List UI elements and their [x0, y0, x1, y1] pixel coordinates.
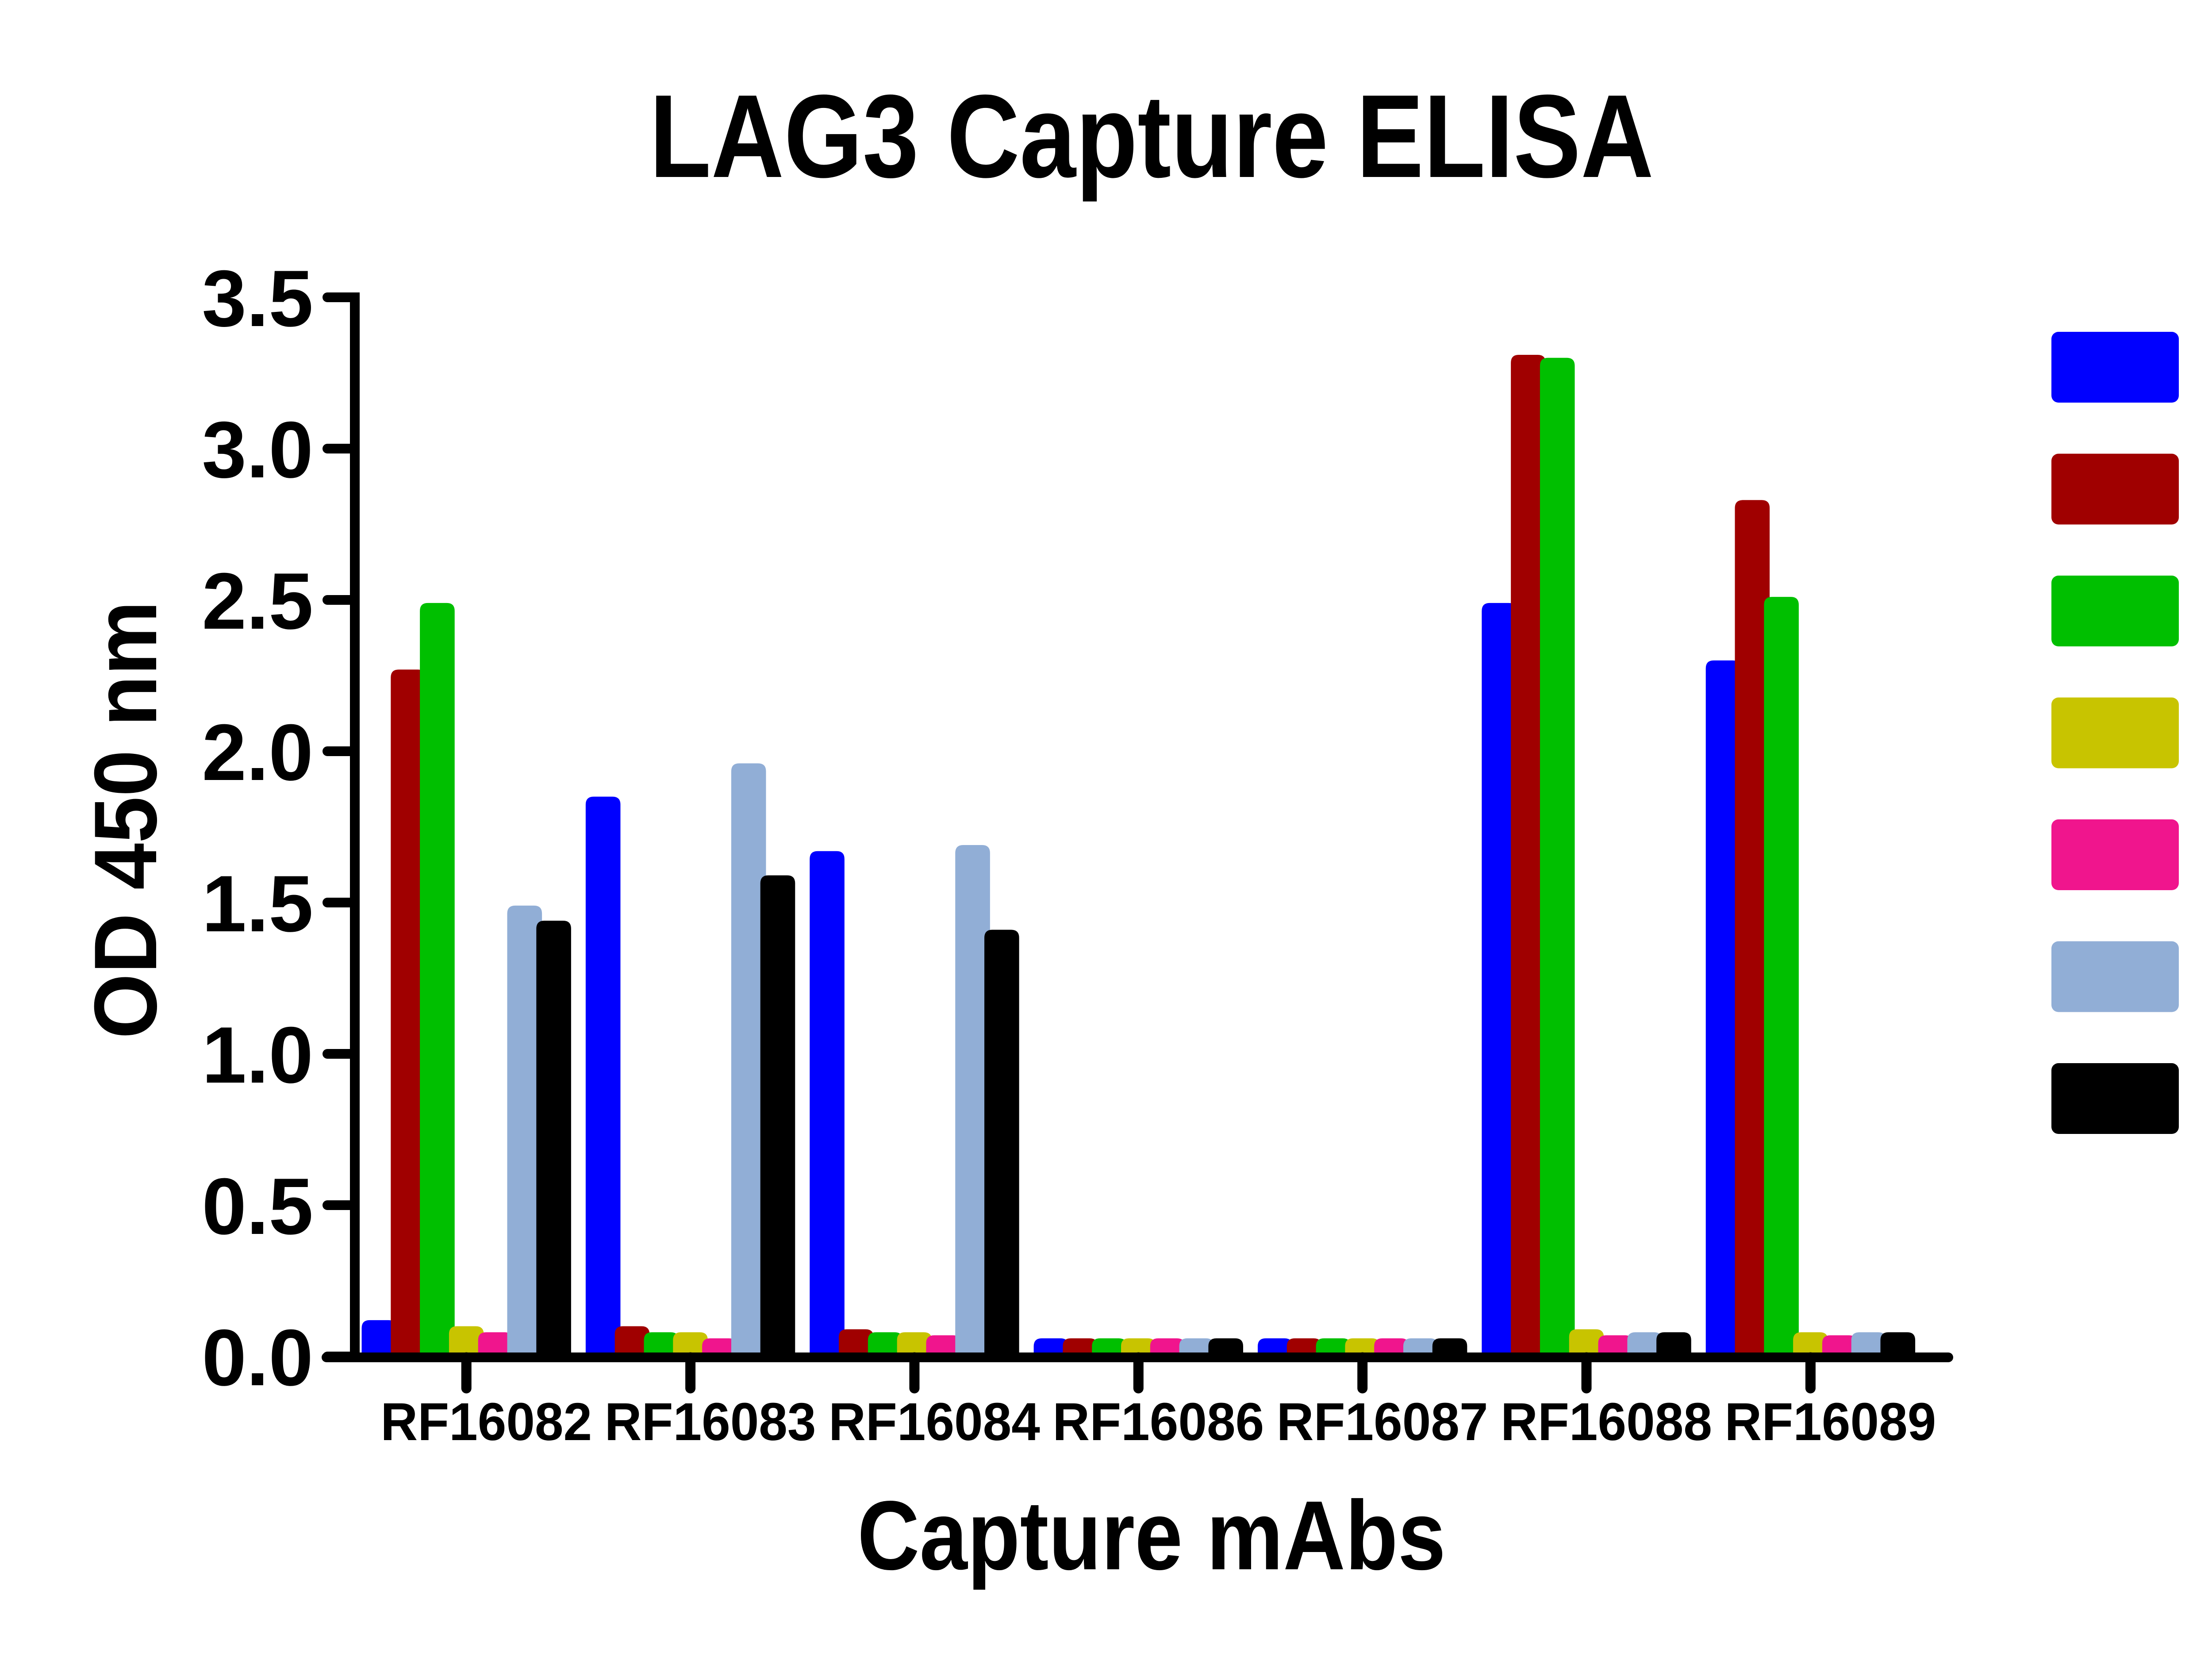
bar-RF16088-biotin-RF16083 [731, 763, 766, 1357]
legend-item-RF16087-biotin: RF16087-biotin [2051, 819, 2179, 890]
bar-RF16087-biotin-RF16082 [478, 1332, 513, 1357]
bar-RF16086-biotin-RF16084 [897, 1332, 932, 1357]
legend-swatch-RF16084-biotin [2051, 576, 2179, 646]
x-tick-label-RF16083: RF16083 [605, 1391, 816, 1452]
legend-item-RF16082-biotin: RF16082-biotin [2051, 332, 2179, 403]
y-tick-label-2.5: 2.5 [202, 557, 313, 646]
x-tick-label-RF16089: RF16089 [1724, 1391, 1936, 1452]
y-tick-label-0.5: 0.5 [202, 1162, 313, 1251]
bar-RF16086-biotin-RF16088 [1569, 1329, 1604, 1357]
bar-RF16083-biotin-RF16084 [839, 1329, 874, 1357]
legend-item-RF16084-biotin: RF16084-biotin [2051, 576, 2179, 646]
bar-RF16084-biotin-RF16089 [1764, 597, 1799, 1357]
bar-RF16082-biotin-RF16083 [585, 796, 621, 1357]
bar-RF16087-biotin-RF16089 [1822, 1335, 1857, 1357]
y-tick-label-2.0: 2.0 [202, 708, 313, 797]
bar-RF16088-biotin-RF16089 [1851, 1332, 1886, 1357]
y-tick-label-3.0: 3.0 [202, 405, 313, 495]
bar-RF16083-biotin-RF16083 [614, 1326, 650, 1357]
bar-RF16089-biotin-RF16082 [536, 921, 571, 1357]
bar-RF16082-biotin-RF16088 [1482, 603, 1517, 1357]
bar-RF16084-biotin-RF16082 [420, 603, 455, 1357]
legend: RF16082-biotin RF16083-biotin RF16084-biot… [2051, 332, 2179, 1134]
legend-item-RF16089-biotin: RF16089-biotin [2051, 1063, 2179, 1134]
bar-RF16089-biotin-RF16083 [760, 875, 795, 1357]
bar-RF16084-biotin-RF16088 [1540, 357, 1575, 1357]
legend-item-RF16086-biotin: RF16086-biotin [2051, 697, 2179, 768]
bar-RF16087-biotin-RF16088 [1598, 1335, 1633, 1357]
y-tick-labels: 0.0 0.5 1.0 1.5 2.0 2.5 3.0 3.5 [202, 254, 313, 1402]
y-tick-label-0.0: 0.0 [202, 1313, 313, 1402]
legend-swatch-RF16086-biotin [2051, 697, 2179, 768]
x-tick-labels: RF16082 RF16083 RF16084 RF16086 RF16087 RF160… [380, 1391, 1936, 1452]
axes-layer [322, 292, 1953, 1394]
legend-swatch-RF16088-biotin [2051, 941, 2179, 1012]
bar-RF16084-biotin-RF16083 [644, 1332, 679, 1357]
x-tick-label-RF16084: RF16084 [829, 1391, 1040, 1452]
x-tick-label-RF16088: RF16088 [1501, 1391, 1712, 1452]
y-tick-label-3.5: 3.5 [202, 254, 313, 343]
bar-RF16087-biotin-RF16084 [926, 1335, 961, 1357]
legend-swatch-RF16083-biotin [2051, 453, 2179, 525]
legend-swatch-RF16082-biotin [2051, 332, 2179, 403]
bar-RF16089-biotin-RF16084 [984, 930, 1019, 1357]
bar-RF16082-biotin-RF16082 [361, 1320, 397, 1357]
bar-RF16082-biotin-RF16084 [810, 851, 845, 1357]
x-tick-label-RF16082: RF16082 [380, 1391, 592, 1452]
bar-RF16083-biotin-RF16082 [391, 669, 426, 1357]
legend-swatch-RF16089-biotin [2051, 1063, 2179, 1134]
bar-RF16086-biotin-RF16082 [449, 1326, 484, 1357]
legend-item-RF16083-biotin: RF16083-biotin [2051, 453, 2179, 525]
bars-layer [361, 354, 1916, 1358]
y-tick-label-1.0: 1.0 [202, 1011, 313, 1100]
x-tick-label-RF16086: RF16086 [1052, 1391, 1264, 1452]
bar-RF16086-biotin-RF16083 [673, 1332, 708, 1357]
bar-RF16086-biotin-RF16089 [1793, 1332, 1828, 1357]
chart-title: LAG3 Capture ELISA [649, 70, 1654, 203]
legend-item-RF16088-biotin: RF16088-biotin [2051, 941, 2179, 1012]
x-ticks [461, 1352, 1816, 1394]
bar-RF16083-biotin-RF16088 [1511, 354, 1546, 1358]
bar-RF16088-biotin-RF16082 [507, 905, 542, 1357]
bar-RF16082-biotin-RF16089 [1705, 660, 1741, 1357]
y-axis-title: OD 450 nm [76, 601, 175, 1039]
x-axis-title: Capture mAbs [857, 1481, 1446, 1591]
legend-swatch-RF16087-biotin [2051, 819, 2179, 890]
bar-RF16088-biotin-RF16084 [955, 845, 990, 1357]
bar-RF16084-biotin-RF16084 [868, 1332, 903, 1357]
bar-RF16089-biotin-RF16089 [1880, 1332, 1916, 1357]
bar-RF16089-biotin-RF16088 [1656, 1332, 1691, 1357]
x-tick-label-RF16087: RF16087 [1277, 1391, 1488, 1452]
bar-RF16083-biotin-RF16089 [1735, 500, 1770, 1357]
bar-RF16088-biotin-RF16088 [1627, 1332, 1662, 1357]
y-tick-label-1.5: 1.5 [202, 859, 313, 949]
